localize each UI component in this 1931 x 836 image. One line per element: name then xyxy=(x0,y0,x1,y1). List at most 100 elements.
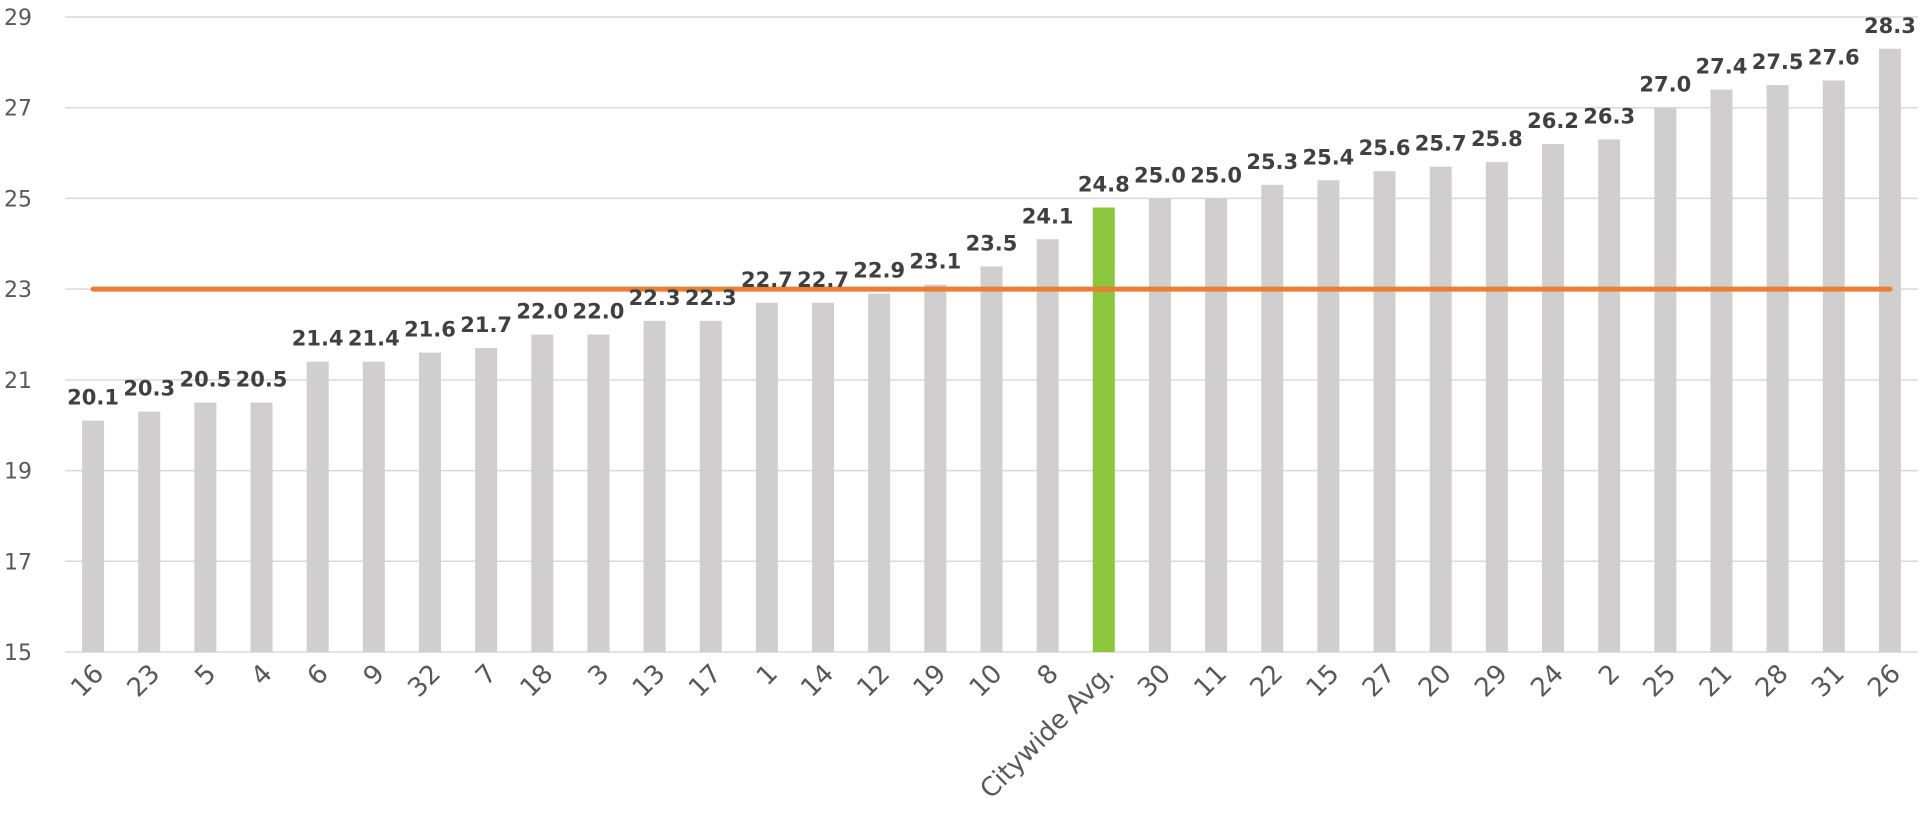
data-label: 20.3 xyxy=(123,377,175,401)
x-tick-label: 14 xyxy=(795,659,840,704)
data-label: 22.7 xyxy=(797,268,849,292)
x-tick-label: 21 xyxy=(1694,659,1739,704)
x-tick-label: 32 xyxy=(402,659,447,704)
bar xyxy=(475,348,498,652)
x-tick-label: 7 xyxy=(470,659,503,692)
y-tick-label: 19 xyxy=(4,460,32,485)
data-label: 25.7 xyxy=(1415,132,1467,156)
data-label: 25.8 xyxy=(1471,127,1523,151)
x-tick-label: 29 xyxy=(1469,659,1514,704)
data-label: 20.5 xyxy=(236,368,288,392)
data-label: 25.0 xyxy=(1134,163,1186,187)
x-tick-label: 24 xyxy=(1525,659,1570,704)
bar xyxy=(1317,180,1340,653)
bar xyxy=(1148,198,1171,652)
bar xyxy=(1542,144,1565,652)
bar xyxy=(812,302,835,652)
data-label: 27.4 xyxy=(1696,55,1748,79)
x-tick-label: 30 xyxy=(1132,659,1177,704)
x-tick-label: 1 xyxy=(751,659,784,692)
data-labels: 20.1 20.3 20.5 20.521.4 21.4 21.6 21.722.0 22.0… xyxy=(67,14,1916,410)
data-label: 25.3 xyxy=(1246,150,1298,174)
data-label: 23.1 xyxy=(909,250,961,274)
bar xyxy=(755,302,778,652)
x-tick-label: 26 xyxy=(1862,659,1907,704)
data-label: 23.5 xyxy=(966,231,1018,255)
data-label: 25.6 xyxy=(1359,136,1411,160)
bar xyxy=(1598,139,1621,652)
x-tick-label: 13 xyxy=(627,659,672,704)
data-label: 27.0 xyxy=(1639,73,1691,97)
bar xyxy=(362,361,385,652)
bar xyxy=(1822,80,1845,652)
bar xyxy=(1429,166,1452,652)
bar xyxy=(1766,85,1789,653)
data-label: 22.9 xyxy=(853,259,905,283)
bar xyxy=(138,411,161,652)
x-tick-label: 10 xyxy=(964,659,1009,704)
data-label: 22.3 xyxy=(685,286,737,310)
data-label: 21.4 xyxy=(348,327,400,351)
x-tick-label: 31 xyxy=(1806,659,1851,704)
x-tick-label: 25 xyxy=(1638,659,1683,704)
y-tick-label: 15 xyxy=(4,641,32,666)
x-tick-label: 23 xyxy=(122,659,167,704)
data-label: 24.8 xyxy=(1078,173,1130,197)
bar xyxy=(82,420,105,652)
data-label: 27.6 xyxy=(1808,46,1860,70)
y-tick-label: 21 xyxy=(4,369,32,394)
data-label: 21.7 xyxy=(460,313,512,337)
x-tick-label: 5 xyxy=(189,659,222,692)
bar xyxy=(306,361,329,652)
bar xyxy=(1205,198,1228,652)
data-label: 21.6 xyxy=(404,318,456,342)
bar xyxy=(1710,89,1733,653)
data-label: 22.7 xyxy=(741,268,793,292)
y-tick-label: 23 xyxy=(4,278,32,303)
data-label: 21.4 xyxy=(292,327,344,351)
x-tick-label: 20 xyxy=(1413,659,1458,704)
bar xyxy=(250,402,273,652)
x-tick-label: 22 xyxy=(1245,659,1290,704)
data-label: 22.0 xyxy=(573,300,625,324)
bar xyxy=(418,352,441,652)
data-label: 25.0 xyxy=(1190,163,1242,187)
bar xyxy=(980,266,1003,652)
data-label: 25.4 xyxy=(1302,145,1354,169)
x-tick-label: 4 xyxy=(246,659,279,692)
x-tick-label: 3 xyxy=(582,659,615,692)
bar-highlight xyxy=(1092,207,1115,652)
bar xyxy=(643,320,666,652)
y-axis-ticks: 15 17 19 21 23 25 27 29 xyxy=(4,6,32,666)
x-tick-label: 9 xyxy=(358,659,391,692)
bar xyxy=(868,293,891,652)
y-tick-label: 29 xyxy=(4,6,32,31)
data-label: 20.1 xyxy=(67,386,119,410)
bar xyxy=(531,334,554,652)
x-tick-label: 18 xyxy=(515,659,560,704)
bar xyxy=(699,320,722,652)
bar xyxy=(1373,171,1396,652)
x-tick-label: 19 xyxy=(908,659,953,704)
x-tick-label: 8 xyxy=(1032,659,1065,692)
x-tick-label: 16 xyxy=(65,659,110,704)
x-tick-label: 11 xyxy=(1188,659,1233,704)
y-tick-label: 25 xyxy=(4,187,32,212)
data-label: 20.5 xyxy=(179,368,231,392)
bar xyxy=(1036,239,1059,652)
x-tick-label: 28 xyxy=(1750,659,1795,704)
bar xyxy=(1654,107,1677,652)
bar xyxy=(1485,162,1508,652)
x-tick-label: 2 xyxy=(1593,659,1626,692)
bar xyxy=(1878,48,1901,652)
x-tick-label: 12 xyxy=(852,659,897,704)
bar xyxy=(924,284,947,652)
x-tick-label: 15 xyxy=(1301,659,1346,704)
data-label: 22.3 xyxy=(629,286,681,310)
x-tick-label: 6 xyxy=(302,659,335,692)
data-label: 24.1 xyxy=(1022,204,1074,228)
x-tick-label: 17 xyxy=(683,659,728,704)
x-tick-label: 27 xyxy=(1357,659,1402,704)
